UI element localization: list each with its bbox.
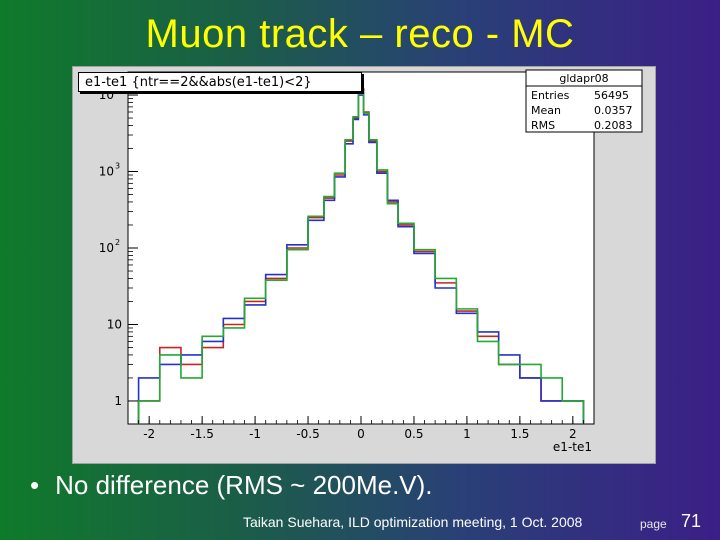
stats-rms-value: 0.2083 (594, 119, 633, 132)
x-tick-label: -2 (143, 427, 155, 441)
page-label: page (640, 517, 667, 531)
plot-area (127, 71, 595, 425)
axes-layer: -2-1.5-1-0.500.511.52110102103104 (99, 71, 584, 441)
stats-box-name: gldapr08 (559, 72, 608, 85)
y-tick-label: 1 (114, 394, 122, 408)
stats-mean-label: Mean (531, 104, 561, 117)
footer-text: Taikan Suehara, ILD optimization meeting… (243, 514, 583, 530)
slide-title: Muon track – reco - MC (145, 12, 575, 56)
y-tick-exponent: 3 (115, 162, 120, 171)
histogram-title: e1-te1 {ntr==2&&abs(e1-te1)<2} (78, 72, 362, 92)
bullet-point: • No difference (RMS ~ 200Me.V). (30, 470, 433, 501)
y-tick-label: 10 (99, 165, 114, 179)
x-tick-label: 0 (357, 427, 365, 441)
bullet-marker: • (30, 470, 40, 500)
x-tick-label: -1.5 (190, 427, 213, 441)
stats-box: gldapr08 Entries 56495 Mean 0.0357 RMS 0… (525, 69, 643, 133)
x-tick-label: -0.5 (296, 427, 319, 441)
x-tick-label: 1 (463, 427, 471, 441)
bullet-text: No difference (RMS ~ 200Me.V). (55, 470, 433, 500)
x-tick-label: 0.5 (404, 427, 423, 441)
stats-box-frame (525, 69, 643, 133)
stats-rms-label: RMS (531, 119, 555, 132)
x-tick-label: 2 (569, 427, 577, 441)
page-number: 71 (681, 511, 702, 531)
stats-entries-label: Entries (531, 89, 570, 102)
x-axis-label: e1-te1 (553, 440, 592, 454)
stats-mean-value: 0.0357 (594, 104, 633, 117)
stats-entries-value: 56495 (594, 89, 629, 102)
y-tick-label: 10 (99, 241, 114, 255)
x-tick-label: -1 (249, 427, 261, 441)
y-tick-label: 10 (107, 317, 122, 331)
x-tick-label: 1.5 (510, 427, 529, 441)
y-tick-exponent: 2 (115, 238, 120, 247)
